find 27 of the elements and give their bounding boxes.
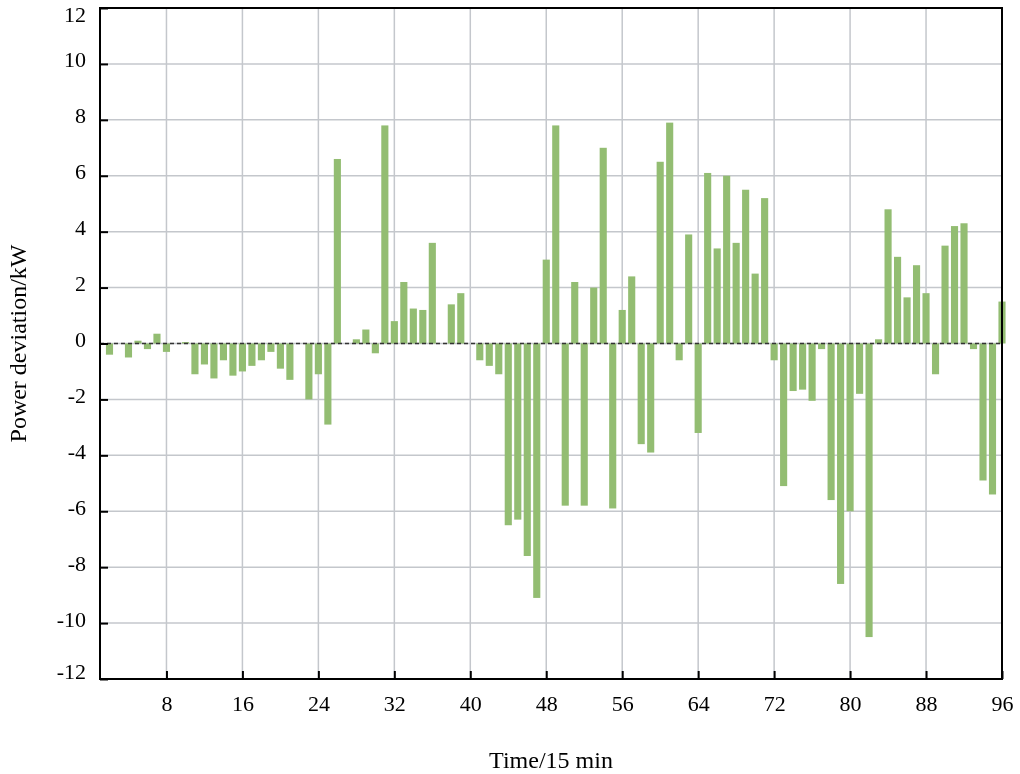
x-tick-label: 8 xyxy=(161,690,173,716)
x-tick-label: 40 xyxy=(459,690,482,716)
y-tick-label: 4 xyxy=(75,215,86,241)
y-tick-label: -10 xyxy=(56,606,86,632)
x-tick-label: 24 xyxy=(307,690,330,716)
y-tick-label: 8 xyxy=(75,103,86,129)
y-tick-label: 2 xyxy=(75,271,86,297)
y-tick-label: -12 xyxy=(56,658,86,684)
x-tick-label: 32 xyxy=(383,690,406,716)
x-tick-label: 80 xyxy=(839,690,862,716)
y-tick-label: 10 xyxy=(64,47,86,73)
y-tick-label: 12 xyxy=(64,1,86,27)
y-tick-label: -8 xyxy=(67,550,86,576)
y-axis-title: Power deviation/kW xyxy=(5,244,31,443)
x-tick-label: 96 xyxy=(991,690,1014,716)
y-tick-label: -6 xyxy=(67,494,86,520)
y-tick-label: 0 xyxy=(75,327,86,353)
x-tick-label: 48 xyxy=(535,690,558,716)
x-tick-label: 64 xyxy=(687,690,710,716)
x-tick-label: 72 xyxy=(763,690,786,716)
x-tick-label: 88 xyxy=(915,690,938,716)
x-tick-label: 16 xyxy=(231,690,254,716)
y-tick-label: 6 xyxy=(75,159,86,185)
y-tick-label: -2 xyxy=(67,382,86,408)
x-tick-label: 56 xyxy=(611,690,634,716)
y-tick-label: -4 xyxy=(67,438,86,464)
x-axis-title: Time/15 min xyxy=(489,747,613,773)
